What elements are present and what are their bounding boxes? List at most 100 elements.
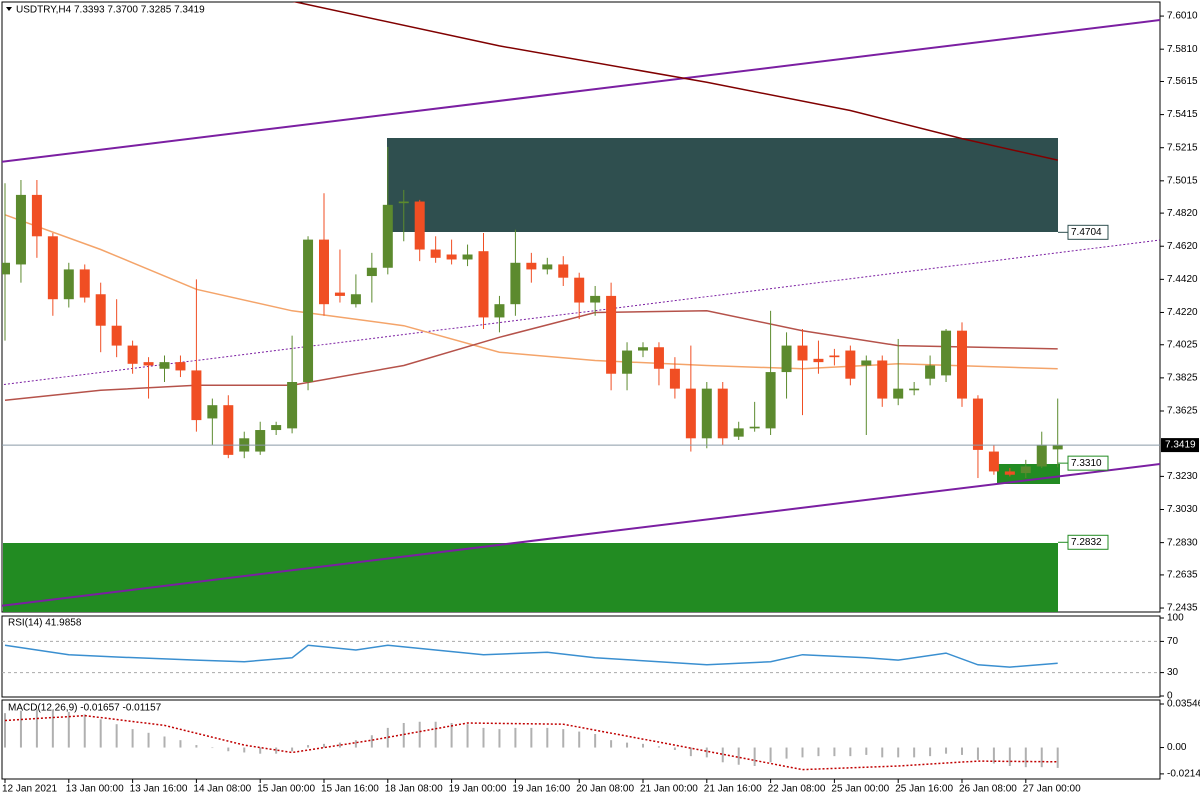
macd-bar xyxy=(243,747,246,753)
y-tick-label: 7.6010 xyxy=(1167,11,1198,22)
macd-bar xyxy=(307,745,310,748)
macd-bar xyxy=(482,727,485,748)
candle-body xyxy=(462,254,473,260)
macd-bar xyxy=(386,727,389,748)
candle-body xyxy=(829,355,840,358)
macd-bar xyxy=(354,740,357,748)
y-tick-label: 7.4820 xyxy=(1167,208,1198,219)
macd-bar xyxy=(753,747,756,766)
y-tick-label: 30 xyxy=(1167,667,1179,678)
menu-triangle xyxy=(6,7,12,11)
candle-body xyxy=(606,295,617,374)
macd-bar xyxy=(338,742,341,748)
candle-body xyxy=(159,362,170,369)
candle-body xyxy=(797,345,808,361)
y-tick-label: 7.2435 xyxy=(1167,603,1198,614)
macd-bar xyxy=(1024,747,1027,768)
macd-bar xyxy=(466,724,469,748)
x-tick-label: 14 Jan 08:00 xyxy=(193,784,251,795)
macd-bar xyxy=(35,709,38,748)
macd-bar xyxy=(976,747,979,760)
candle-body xyxy=(909,388,920,391)
candle-body xyxy=(1052,445,1063,450)
macd-bar xyxy=(67,711,70,748)
macd-bar xyxy=(418,721,421,748)
y-tick-label: 7.4620 xyxy=(1167,241,1198,252)
candle-body xyxy=(287,382,298,429)
candle-body xyxy=(31,194,42,237)
chart-title: USDTRY,H4 7.3393 7.3700 7.3285 7.3419 xyxy=(16,5,205,16)
y-tick-label: 7.3030 xyxy=(1167,504,1198,515)
macd-bar xyxy=(705,747,708,758)
candle-body xyxy=(781,345,792,373)
macd-bar xyxy=(817,747,820,757)
candle-body xyxy=(223,405,234,455)
macd-bar xyxy=(1040,747,1043,768)
x-tick-label: 22 Jan 08:00 xyxy=(768,784,826,795)
rsi-title: RSI(14) 41.9858 xyxy=(8,618,82,629)
macd-bar xyxy=(434,721,437,748)
candle-body xyxy=(510,262,521,305)
demand-zone xyxy=(3,543,1058,612)
candle-body xyxy=(957,330,967,399)
x-tick-label: 21 Jan 00:00 xyxy=(640,784,698,795)
x-tick-label: 19 Jan 00:00 xyxy=(449,784,507,795)
candle-body xyxy=(382,204,393,268)
candle-body xyxy=(685,388,696,439)
macd-bar xyxy=(594,734,597,748)
candle-body xyxy=(478,251,489,318)
candle-body xyxy=(207,405,218,419)
macd-bar xyxy=(865,747,868,755)
y-tick-label: 0.00 xyxy=(1167,742,1187,753)
candle-body xyxy=(893,388,904,399)
level-label: 7.4704 xyxy=(1071,227,1102,238)
candle-body xyxy=(1020,466,1031,474)
macd-bar xyxy=(992,747,995,764)
candle-body xyxy=(414,201,425,250)
macd-bar xyxy=(833,747,836,757)
candle-body xyxy=(590,295,601,303)
macd-bar xyxy=(913,747,916,758)
candle-body xyxy=(143,362,154,366)
current-price-box xyxy=(1161,438,1199,453)
macd-bar xyxy=(881,747,884,758)
macd-bar xyxy=(642,743,644,748)
macd-bar xyxy=(147,732,150,748)
macd-bar xyxy=(83,714,86,748)
macd-bar xyxy=(498,729,501,748)
candle-body xyxy=(95,294,106,326)
macd-bar xyxy=(897,747,900,758)
trend-line xyxy=(2,19,1160,163)
macd-bar xyxy=(514,727,517,748)
macd-signal xyxy=(4,714,1058,771)
macd-bar xyxy=(929,747,932,757)
x-tick-label: 27 Jan 00:00 xyxy=(1023,784,1081,795)
candle-body xyxy=(877,360,888,399)
y-tick-label: 7.3625 xyxy=(1167,406,1198,417)
candle-body xyxy=(430,249,441,258)
candle-body xyxy=(813,358,824,363)
macd-bar xyxy=(801,747,804,758)
x-tick-label: 25 Jan 00:00 xyxy=(831,784,889,795)
macd-bar xyxy=(99,719,102,748)
y-tick-label: 7.5215 xyxy=(1167,142,1198,153)
current-price-label: 7.3419 xyxy=(1165,440,1196,451)
y-tick-label: 100 xyxy=(1167,613,1184,624)
macd-bar xyxy=(689,747,692,757)
candle-body xyxy=(366,267,377,277)
macd-bar xyxy=(227,747,230,752)
candle-body xyxy=(350,294,361,305)
macd-bar xyxy=(275,747,278,754)
macd-bar xyxy=(211,747,214,749)
macd-bar xyxy=(259,747,262,754)
macd-bar xyxy=(610,740,613,748)
moving-average xyxy=(292,2,1058,161)
y-tick-label: 7.4220 xyxy=(1167,307,1198,318)
candle-body xyxy=(925,365,936,379)
macd-bar xyxy=(785,747,788,759)
trend-line xyxy=(2,463,1160,607)
x-tick-label: 19 Jan 16:00 xyxy=(512,784,570,795)
macd-bar xyxy=(370,735,373,748)
candle-body xyxy=(398,201,409,204)
macd-bar xyxy=(179,740,182,748)
